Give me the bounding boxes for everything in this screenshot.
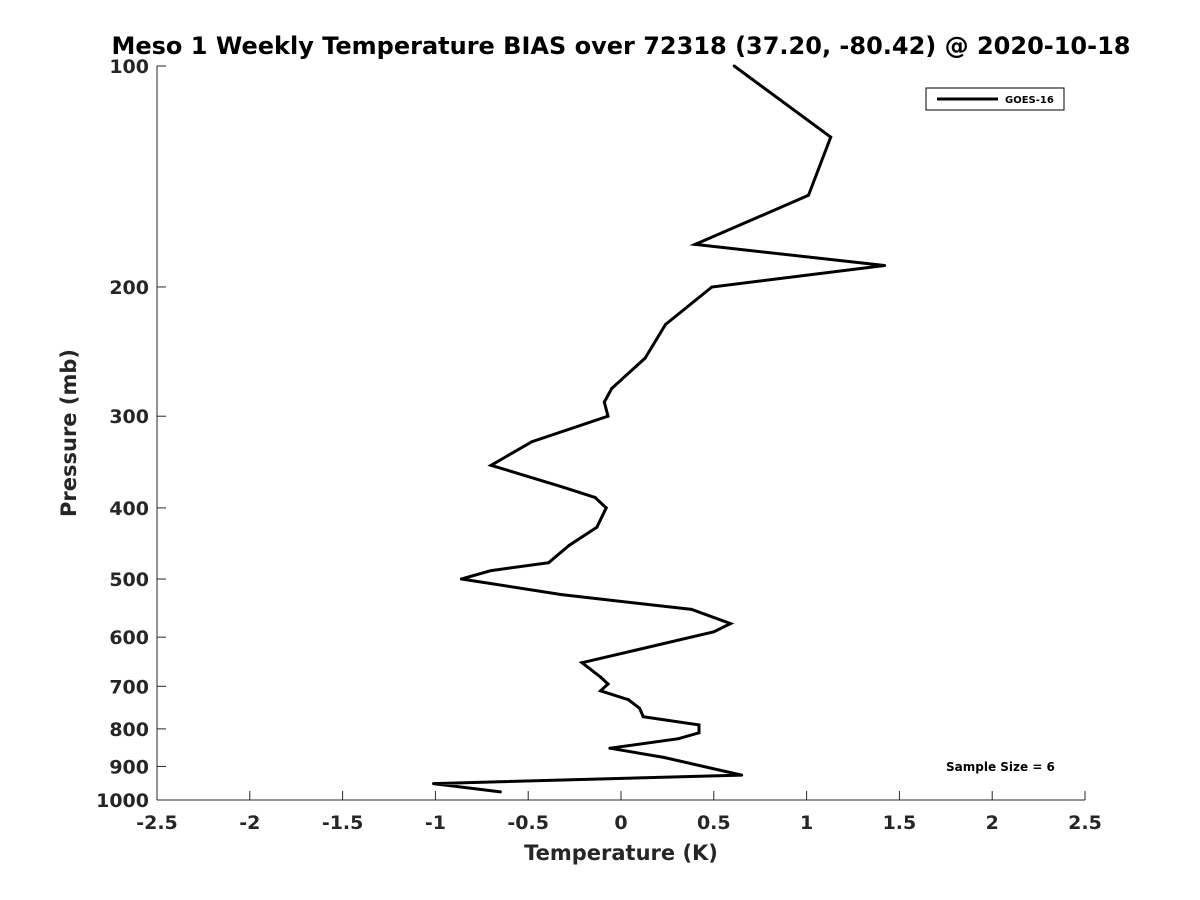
data-point [599, 675, 603, 679]
data-point [883, 264, 887, 268]
data-point [595, 525, 599, 529]
data-point [459, 577, 463, 581]
y-tick-label: 1000 [96, 790, 149, 812]
data-point [697, 731, 701, 735]
data-point [489, 463, 493, 467]
data-point [610, 386, 614, 390]
x-tick-label: -0.5 [507, 812, 549, 834]
data-point [593, 495, 597, 499]
data-point [740, 773, 744, 777]
data-point [432, 782, 436, 786]
legend: GOES-16 [925, 87, 1065, 111]
data-point [560, 593, 564, 597]
series-layer [432, 64, 887, 794]
data-point [604, 506, 608, 510]
y-tick-label: 100 [109, 56, 149, 78]
data-point [641, 715, 645, 719]
data-point [580, 661, 584, 665]
y-tick-label: 500 [109, 569, 149, 591]
data-point [829, 135, 833, 139]
data-point [643, 356, 647, 360]
x-tick-label: 1 [800, 812, 813, 834]
data-point [693, 242, 697, 246]
data-point [677, 737, 681, 741]
data-point [498, 790, 502, 794]
y-axis-label: Pressure (mb) [57, 349, 81, 517]
data-point [602, 400, 606, 404]
data-point [489, 569, 493, 573]
data-point [664, 323, 668, 327]
data-point [567, 543, 571, 547]
data-point [732, 64, 736, 68]
y-tick-label: 200 [109, 277, 149, 299]
x-tick-label: -1.5 [322, 812, 364, 834]
x-tick-label: 2.5 [1068, 812, 1102, 834]
y-tick-label: 700 [109, 676, 149, 698]
data-point [638, 706, 642, 710]
x-tick-label: -2 [239, 812, 260, 834]
y-tick-label: 300 [109, 406, 149, 428]
x-axis-label: Temperature (K) [524, 841, 718, 865]
data-point [606, 414, 610, 418]
chart-title: Meso 1 Weekly Temperature BIAS over 7231… [111, 32, 1130, 60]
data-point [626, 698, 630, 702]
data-point [606, 682, 610, 686]
data-point [712, 630, 716, 634]
data-point [806, 193, 810, 197]
axes: -2.5 -2 -1.5 -1 -0.5 0 0.5 1 1.5 2 2.5 100 200 300 400… [96, 56, 1102, 834]
y-tick-label: 800 [109, 719, 149, 741]
y-tick-label: 400 [109, 498, 149, 520]
x-tick-label: 1.5 [883, 812, 917, 834]
data-point [547, 561, 551, 565]
data-point [729, 622, 733, 626]
y-tick-label: 600 [109, 627, 149, 649]
series-line-goes-16 [433, 64, 885, 794]
data-point [690, 607, 694, 611]
sample-size-annotation: Sample Size = 6 [946, 760, 1055, 774]
x-tick-label: 0.5 [697, 812, 731, 834]
data-point [608, 746, 612, 750]
data-point [599, 689, 603, 693]
x-tick-label: 0 [614, 812, 627, 834]
legend-label-goes-16: GOES-16 [1005, 95, 1054, 106]
data-point [710, 285, 714, 289]
x-tick-label: 2 [986, 812, 999, 834]
data-point [662, 755, 666, 759]
y-tick-label: 900 [109, 756, 149, 778]
x-tick-label: -2.5 [136, 812, 178, 834]
data-point [530, 440, 534, 444]
data-point [697, 723, 701, 727]
x-tick-label: -1 [425, 812, 446, 834]
data-point [561, 485, 565, 489]
